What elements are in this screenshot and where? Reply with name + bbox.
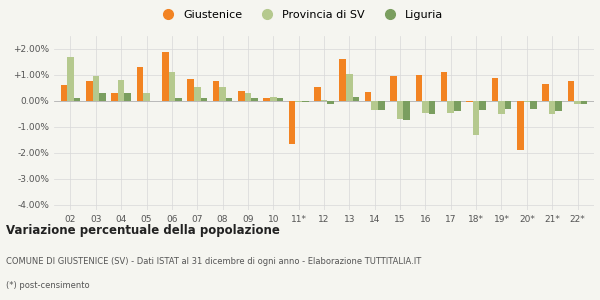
Bar <box>219 87 226 101</box>
Bar <box>187 79 194 101</box>
Bar <box>574 101 581 104</box>
Bar <box>327 101 334 104</box>
Bar <box>162 52 169 101</box>
Bar <box>111 93 118 101</box>
Bar <box>473 101 479 135</box>
Bar <box>226 98 232 101</box>
Bar <box>491 78 498 101</box>
Bar <box>321 100 327 101</box>
Bar <box>517 101 524 150</box>
Bar <box>556 101 562 111</box>
Bar <box>340 59 346 101</box>
Bar <box>390 76 397 101</box>
Bar <box>213 81 219 101</box>
Bar <box>277 98 283 101</box>
Bar <box>263 98 270 101</box>
Text: (*) post-censimento: (*) post-censimento <box>6 281 89 290</box>
Bar <box>175 98 182 101</box>
Bar <box>397 101 403 119</box>
Bar <box>194 87 200 101</box>
Bar <box>314 87 321 101</box>
Bar <box>448 101 454 112</box>
Bar <box>416 75 422 101</box>
Text: COMUNE DI GIUSTENICE (SV) - Dati ISTAT al 31 dicembre di ogni anno - Elaborazion: COMUNE DI GIUSTENICE (SV) - Dati ISTAT a… <box>6 257 421 266</box>
Bar <box>238 91 245 101</box>
Bar <box>498 101 505 114</box>
Bar <box>245 93 251 101</box>
Bar <box>422 101 429 112</box>
Bar <box>568 81 574 101</box>
Bar <box>200 98 207 101</box>
Bar <box>353 97 359 101</box>
Bar <box>99 93 106 101</box>
Bar <box>466 101 473 102</box>
Bar <box>74 98 80 101</box>
Bar <box>371 101 378 110</box>
Bar <box>479 101 486 110</box>
Bar <box>365 92 371 101</box>
Bar <box>378 101 385 110</box>
Bar <box>124 93 131 101</box>
Bar <box>92 76 99 101</box>
Bar <box>118 80 124 101</box>
Text: Variazione percentuale della popolazione: Variazione percentuale della popolazione <box>6 224 280 237</box>
Bar <box>346 74 353 101</box>
Bar <box>429 101 435 114</box>
Bar <box>295 101 302 102</box>
Bar <box>581 101 587 104</box>
Bar <box>137 67 143 101</box>
Bar <box>270 97 277 101</box>
Bar <box>403 101 410 120</box>
Bar <box>289 101 295 144</box>
Bar <box>454 101 461 111</box>
Bar <box>524 101 530 102</box>
Legend: Giustenice, Provincia di SV, Liguria: Giustenice, Provincia di SV, Liguria <box>152 6 448 24</box>
Bar <box>169 72 175 101</box>
Bar <box>441 72 448 101</box>
Bar <box>530 101 537 109</box>
Bar <box>143 93 150 101</box>
Bar <box>302 101 308 102</box>
Bar <box>67 57 74 101</box>
Bar <box>505 101 511 109</box>
Bar <box>542 84 549 101</box>
Bar <box>549 101 556 114</box>
Bar <box>251 98 258 101</box>
Bar <box>61 85 67 101</box>
Bar <box>86 81 92 101</box>
